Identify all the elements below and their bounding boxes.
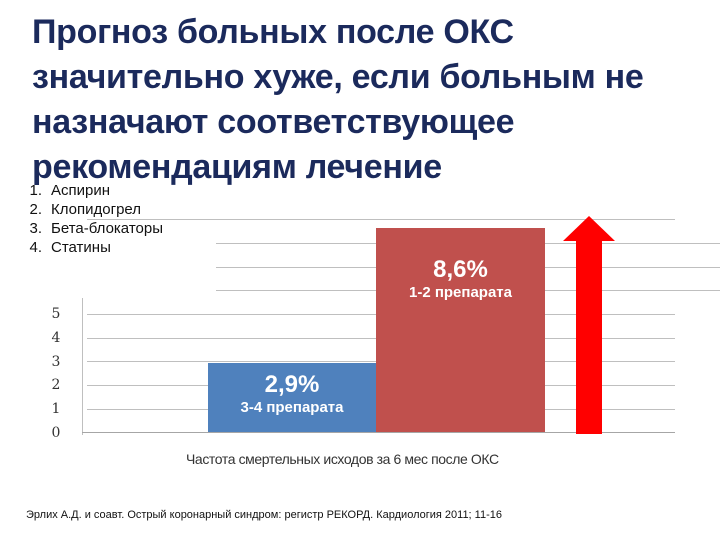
- y-tick: 2: [51, 377, 61, 393]
- bar-category-label: 1-2 препарата: [408, 284, 512, 301]
- citation: Эрлих А.Д. и соавт. Острый коронарный си…: [26, 509, 502, 521]
- slide-title: Прогноз больных после ОКС значительно ху…: [32, 13, 644, 186]
- y-tick: 3: [51, 354, 61, 370]
- bar-value-label: 8,6%: [433, 256, 488, 283]
- bar-1-2-drugs: 8,6% 1-2 препарата: [376, 228, 545, 432]
- x-axis: [82, 432, 675, 433]
- bar-value-label: 2,9%: [264, 371, 320, 398]
- y-tick: 4: [51, 330, 61, 346]
- x-axis-label: Частота смертельных исходов за 6 мес пос…: [186, 451, 499, 467]
- y-axis: [82, 298, 83, 435]
- list-item: 4Статины: [0, 238, 163, 257]
- list-item: 2Клопидогрел: [0, 200, 163, 219]
- bar-3-4-drugs: 2,9% 3-4 препарата: [208, 363, 376, 432]
- y-tick: 5: [51, 306, 61, 322]
- gridline: [87, 219, 675, 220]
- bar-category-label: 3-4 препарата: [240, 399, 344, 416]
- y-tick: 1: [51, 401, 61, 417]
- list-item: 3Бета-блокаторы: [0, 219, 163, 238]
- up-arrow-icon: [563, 216, 615, 434]
- list-item: 1Аспирин: [0, 181, 163, 200]
- drug-list: 1Аспирин 2Клопидогрел 3Бета-блокаторы 4С…: [0, 181, 163, 257]
- y-tick: 0: [51, 425, 61, 441]
